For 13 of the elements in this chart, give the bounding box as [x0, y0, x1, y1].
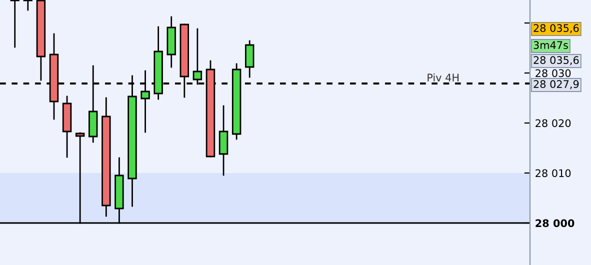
text: 28 035,6: [534, 24, 579, 34]
y-tick-label: 28 020: [536, 119, 571, 128]
candlestick: [245, 40, 254, 78]
candlestick: [218, 105, 228, 176]
text: 28 027,9: [534, 80, 579, 90]
ref-line-label: Piv 4H: [428, 73, 459, 82]
candlestick: [10, 0, 20, 48]
text: 3m47s: [534, 41, 568, 50]
candlestick: [23, 0, 33, 11]
y-tick-label: 28 010: [536, 169, 571, 178]
y-tick-label: 28 030: [536, 69, 571, 78]
text: 28 035,6: [534, 56, 579, 66]
y-tick-label: 28 000: [536, 219, 574, 228]
